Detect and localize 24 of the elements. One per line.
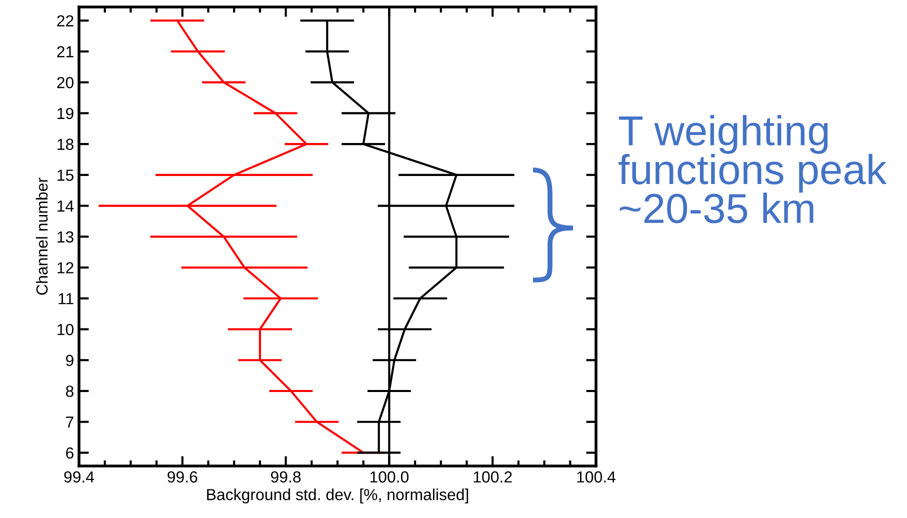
y-tick-label: 22 bbox=[57, 15, 74, 26]
x-axis-title: Background std. dev. [%, normalised] bbox=[207, 488, 468, 504]
x-tick-label: 99.6 bbox=[168, 471, 198, 483]
x-tick-label: 99.4 bbox=[64, 471, 94, 483]
x-tick-label: 100.0 bbox=[370, 471, 409, 483]
y-axis-title: Channel number bbox=[36, 178, 48, 295]
text: T weighting functions peak ~20-35 km bbox=[618, 115, 887, 224]
y-tick-label: 10 bbox=[58, 324, 74, 336]
y-tick-label: 20 bbox=[57, 76, 74, 88]
y-tick-label: 7 bbox=[66, 416, 74, 428]
y-tick-label: 9 bbox=[66, 354, 74, 366]
y-tick-label: 14 bbox=[58, 200, 74, 212]
y-tick-label: 15 bbox=[58, 170, 74, 181]
y-tick-label: 8 bbox=[66, 386, 74, 397]
y-tick-label: 18 bbox=[58, 138, 74, 150]
y-tick-label: 11 bbox=[58, 293, 74, 304]
x-tick-label: 100.4 bbox=[577, 471, 616, 483]
y-tick-label: 21 bbox=[57, 46, 74, 58]
y-tick-label: 19 bbox=[58, 108, 74, 120]
x-tick-label: 100.2 bbox=[474, 471, 512, 483]
y-tick-label: 6 bbox=[66, 447, 74, 459]
x-tick-label: 99.8 bbox=[271, 471, 301, 483]
y-tick-label: 13 bbox=[58, 231, 74, 243]
y-tick-label: 12 bbox=[58, 262, 74, 274]
